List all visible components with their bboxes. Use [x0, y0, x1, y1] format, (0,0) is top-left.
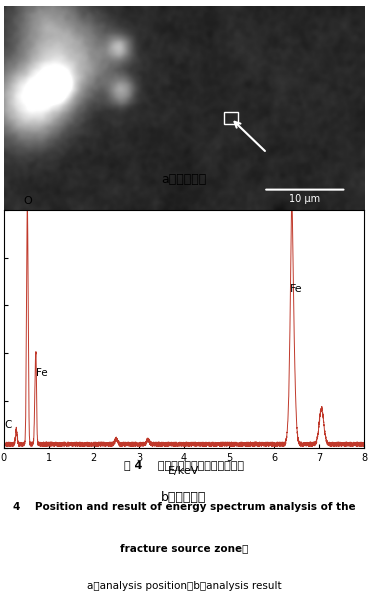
Text: 图 4    断裂源处能谱分析位置及结果: 图 4 断裂源处能谱分析位置及结果 [124, 460, 244, 470]
Text: C: C [4, 420, 12, 430]
Text: 10 μm: 10 μm [289, 194, 321, 204]
Text: Fe: Fe [290, 285, 302, 294]
X-axis label: E/keV: E/keV [168, 466, 200, 476]
Text: fracture source zone：: fracture source zone： [120, 543, 248, 553]
Text: a）分析位置: a）分析位置 [162, 173, 206, 186]
Text: O: O [23, 195, 32, 206]
Text: Fe: Fe [36, 368, 48, 378]
Text: a）analysis position；b）analysis result: a）analysis position；b）analysis result [87, 581, 281, 591]
Text: 4    Position and result of energy spectrum analysis of the: 4 Position and result of energy spectrum… [13, 501, 355, 512]
Text: b）分析结果: b）分析结果 [161, 491, 207, 504]
Text: a）分析位置: a）分析位置 [162, 226, 206, 239]
Bar [224, 112, 238, 124]
